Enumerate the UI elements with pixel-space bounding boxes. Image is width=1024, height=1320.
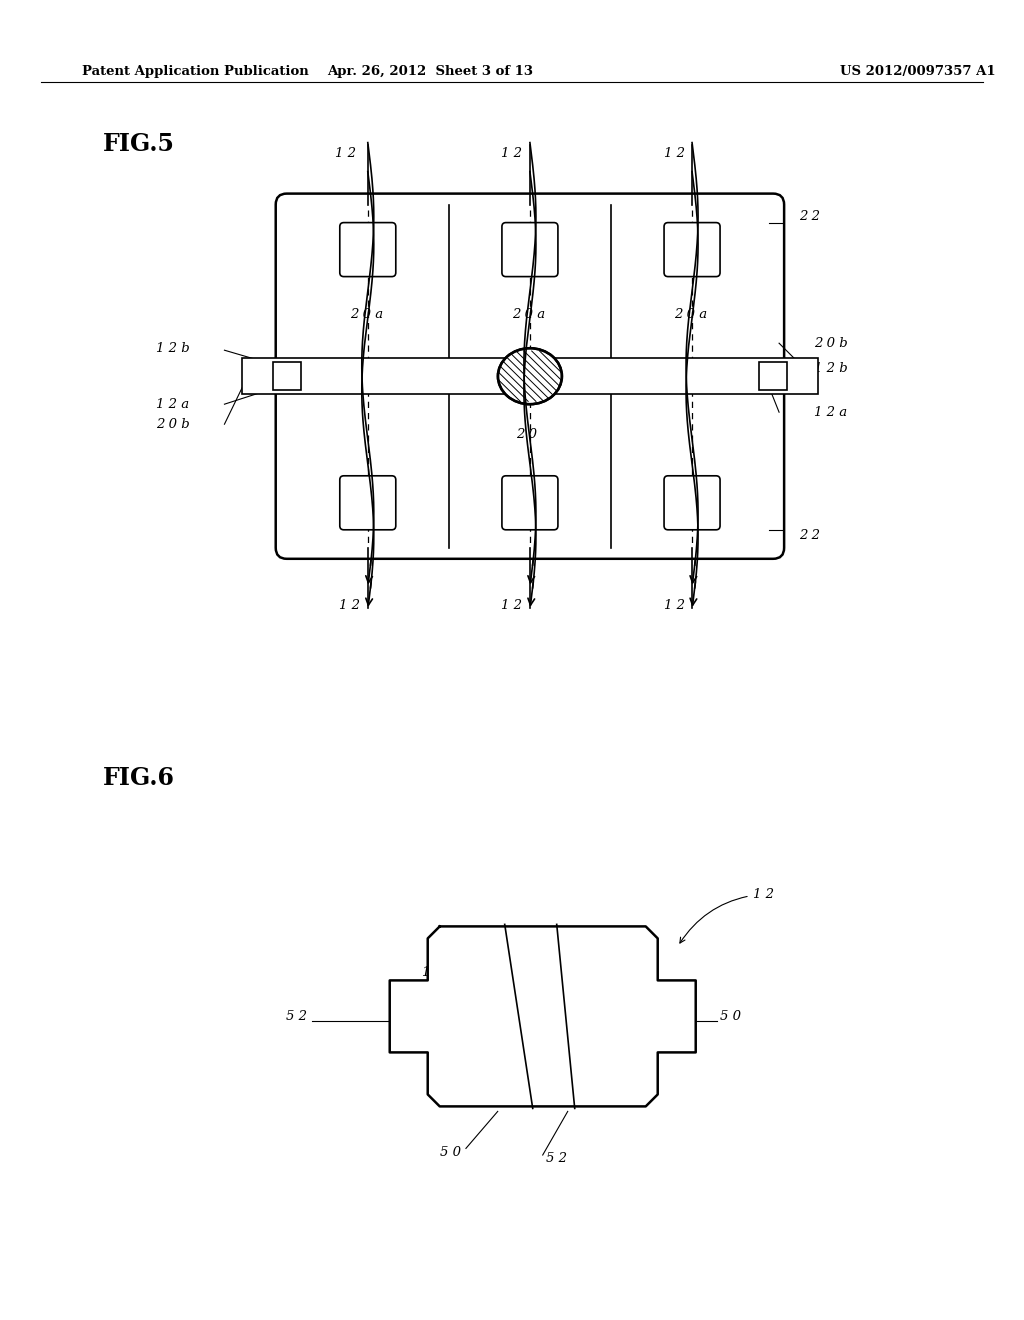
Text: FIG.6: FIG.6 — [102, 766, 174, 789]
Text: 1 2: 1 2 — [664, 147, 685, 160]
Text: 1 2: 1 2 — [664, 599, 685, 612]
FancyBboxPatch shape — [340, 223, 396, 277]
Text: 2 0 b: 2 0 b — [156, 417, 189, 430]
Text: 1 2: 1 2 — [339, 599, 360, 612]
Text: 1 2: 1 2 — [680, 887, 774, 942]
Text: 2 2: 2 2 — [799, 529, 820, 543]
FancyBboxPatch shape — [275, 194, 784, 558]
FancyBboxPatch shape — [664, 223, 720, 277]
Text: 1 2: 1 2 — [502, 599, 522, 612]
Bar — [272, 362, 301, 391]
Text: 1 2 a: 1 2 a — [814, 405, 847, 418]
Text: 5 0: 5 0 — [439, 1146, 461, 1159]
FancyBboxPatch shape — [664, 475, 720, 529]
FancyBboxPatch shape — [502, 223, 558, 277]
Text: Apr. 26, 2012  Sheet 3 of 13: Apr. 26, 2012 Sheet 3 of 13 — [327, 65, 534, 78]
Text: 5 2: 5 2 — [546, 1152, 567, 1166]
Text: Patent Application Publication: Patent Application Publication — [82, 65, 308, 78]
Text: 1 2 b: 1 2 b — [814, 362, 848, 375]
Text: 1 2 a: 1 2 a — [157, 397, 189, 411]
Text: 2 0 a: 2 0 a — [512, 308, 545, 321]
Text: 1 2 a: 1 2 a — [487, 969, 520, 982]
Ellipse shape — [498, 348, 562, 404]
Text: 2 0: 2 0 — [516, 428, 537, 441]
Text: 2 0 a: 2 0 a — [350, 308, 383, 321]
Bar — [759, 362, 787, 391]
Text: 2 0 b: 2 0 b — [814, 337, 848, 350]
Text: 5 0: 5 0 — [720, 1010, 741, 1023]
Text: 1 2 b: 1 2 b — [422, 966, 456, 979]
Bar — [242, 358, 818, 395]
FancyBboxPatch shape — [502, 475, 558, 529]
Text: US 2012/0097357 A1: US 2012/0097357 A1 — [840, 65, 995, 78]
Polygon shape — [390, 927, 695, 1106]
Text: 1 2: 1 2 — [335, 147, 356, 160]
Text: 2 2: 2 2 — [799, 210, 820, 223]
Text: 2 0 a: 2 0 a — [674, 308, 708, 321]
Text: FIG.5: FIG.5 — [102, 132, 174, 156]
FancyBboxPatch shape — [340, 475, 396, 529]
Text: 1 2: 1 2 — [502, 147, 522, 160]
Text: 5 2: 5 2 — [286, 1010, 307, 1023]
Text: 1 2 b: 1 2 b — [156, 342, 189, 355]
